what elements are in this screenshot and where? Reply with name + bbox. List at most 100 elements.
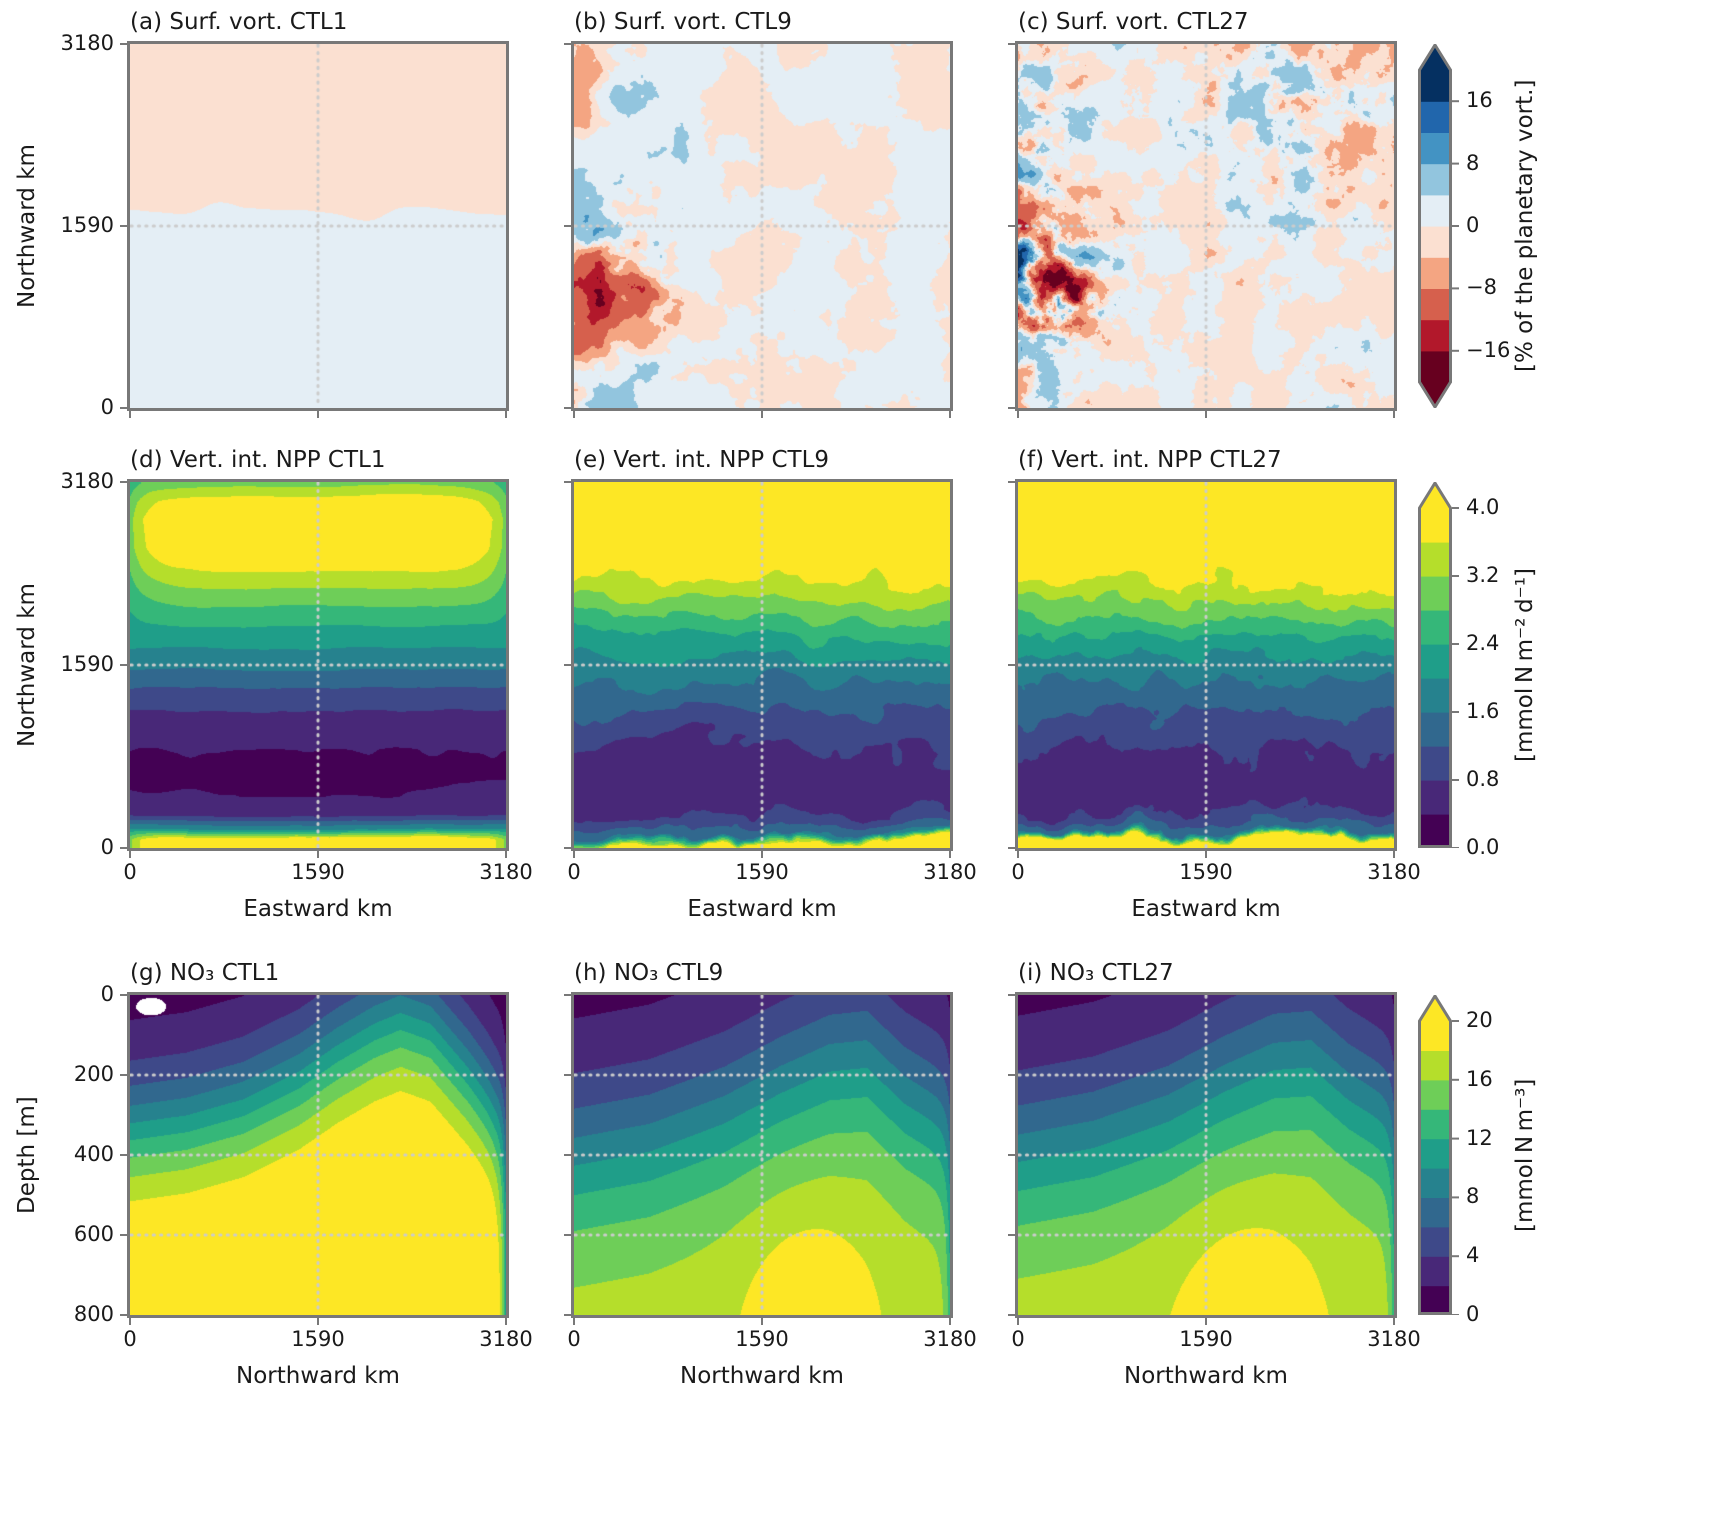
x-tick-label: 3180 (923, 860, 977, 884)
x-tick-label: 0 (567, 1327, 581, 1351)
colorbar-band (1418, 678, 1452, 713)
x-tick (573, 411, 575, 418)
y-tick (1008, 481, 1015, 483)
colorbar-extend-arrow (1418, 44, 1452, 70)
y-tick (120, 1154, 127, 1156)
y-tick (564, 847, 571, 849)
x-tick-label: 0 (123, 860, 137, 884)
y-tick (120, 664, 127, 666)
x-tick-label: 3180 (923, 1327, 977, 1351)
colorbar-tick-label: 20 (1466, 1008, 1493, 1032)
x-tick (1393, 411, 1395, 418)
y-tick-label: 1590 (60, 213, 114, 237)
y-tick (1008, 407, 1015, 409)
surf-vort-ctl27-heatmap (1018, 44, 1394, 408)
colorbar-label-npp: [mmol N m⁻² d⁻¹] (1512, 568, 1538, 762)
colorbar-tick-label: 16 (1466, 1066, 1493, 1091)
colorbar-band (1418, 1256, 1452, 1287)
surf-vort-ctl9-heatmap (574, 44, 950, 408)
colorbar-outline (1418, 42, 1452, 410)
y-tick-label: 400 (73, 1142, 114, 1166)
colorbar-svg (1418, 480, 1459, 849)
colorbar-band (1418, 1050, 1452, 1081)
y-tick (564, 1074, 571, 1076)
y-tick (120, 43, 127, 45)
x-tick (317, 1318, 319, 1325)
colorbar-label-no3: [mmol N m⁻³] (1512, 1078, 1538, 1232)
y-tick (1008, 225, 1015, 227)
x-tick-label: 0 (1011, 860, 1025, 884)
colorbar-tick-label: 2.4 (1466, 631, 1500, 655)
panel-e-vert-int-npp-ctl9: (e) Vert. int. NPP CTL9 (571, 447, 953, 851)
x-tick-label: 1590 (291, 860, 345, 884)
colorbar-band (1418, 576, 1452, 611)
colorbar-tick-label: −8 (1466, 275, 1497, 300)
panel-g-no3-ctl1: (g) NO₃ CTL1 (127, 960, 509, 1318)
colorbar-band (1418, 194, 1452, 227)
y-tick (120, 407, 127, 409)
colorbar-band (1418, 1109, 1452, 1140)
panel-f-vert-int-npp-ctl27: (f) Vert. int. NPP CTL27 (1015, 447, 1397, 851)
x-tick (129, 1318, 131, 1325)
y-tick-label: 1590 (60, 652, 114, 676)
y-tick-label: 0 (100, 835, 114, 859)
y-tick-label: 3180 (60, 469, 114, 493)
y-tick (564, 481, 571, 483)
y-tick (564, 994, 571, 996)
colorbar-band (1418, 508, 1452, 543)
colorbar-tick-label: 1.6 (1466, 699, 1500, 723)
panel-h-no3-ctl9: (h) NO₃ CTL9 (571, 960, 953, 1318)
colorbar-band (1418, 1285, 1452, 1316)
x-tick-label: 1590 (1179, 1327, 1233, 1351)
x-tick (1017, 1318, 1019, 1325)
npp-ctl1-heatmap (130, 482, 506, 848)
x-tick-label: 1590 (291, 1327, 345, 1351)
x-tick-label: 0 (1011, 1327, 1025, 1351)
y-tick (564, 43, 571, 45)
y-tick (1008, 994, 1015, 996)
colorbar-band (1418, 610, 1452, 645)
panel-a-surf-vort-ctl1: (a) Surf. vort. CTL1 (127, 9, 509, 411)
colorbar-band (1418, 644, 1452, 679)
x-tick (1017, 411, 1019, 418)
y-tick (564, 1234, 571, 1236)
y-tick (120, 225, 127, 227)
x-axis-label-eastward-col2: Eastward km (687, 896, 837, 922)
colorbar-band (1418, 70, 1452, 102)
colorbar-band (1418, 101, 1452, 133)
npp-ctl27-heatmap (1018, 482, 1394, 848)
panel-a-title: (a) Surf. vort. CTL1 (130, 9, 348, 35)
colorbar-band (1418, 1079, 1452, 1110)
x-tick (317, 411, 319, 418)
colorbar-tick-label: 4 (1466, 1243, 1480, 1268)
colorbar-label-vorticity: [% of the planetary vort.] (1512, 79, 1538, 373)
x-axis-label-eastward-col3: Eastward km (1131, 896, 1281, 922)
y-tick-label: 3180 (60, 31, 114, 55)
x-tick-label: 3180 (479, 1327, 533, 1351)
y-tick (1008, 847, 1015, 849)
x-tick (761, 851, 763, 858)
colorbar-band (1418, 1226, 1452, 1257)
y-tick (1008, 664, 1015, 666)
panel-f-title: (f) Vert. int. NPP CTL27 (1018, 447, 1282, 473)
colorbar-svg (1418, 42, 1459, 410)
no3-ctl9-section (574, 995, 950, 1315)
x-axis-label-northward-col3: Northward km (1124, 1363, 1288, 1389)
colorbar-band (1418, 712, 1452, 747)
colorbar-tick-label: 12 (1466, 1125, 1493, 1150)
y-tick (120, 481, 127, 483)
x-tick (129, 851, 131, 858)
y-tick-label: 800 (73, 1302, 114, 1326)
x-tick-label: 1590 (735, 860, 789, 884)
y-tick (564, 407, 571, 409)
y-tick (564, 1154, 571, 1156)
colorbar-tick-label: 8 (1466, 150, 1480, 175)
x-tick (505, 1318, 507, 1325)
colorbar-tick-label: −16 (1466, 337, 1511, 362)
y-tick-label: 200 (73, 1062, 114, 1086)
colorbar-band (1418, 780, 1452, 815)
x-tick (573, 1318, 575, 1325)
colorbar-no3 (1418, 993, 1462, 1316)
y-tick (120, 994, 127, 996)
